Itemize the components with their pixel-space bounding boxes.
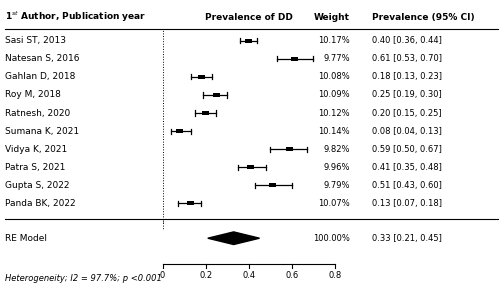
Text: 0.4: 0.4 (242, 271, 256, 280)
FancyBboxPatch shape (248, 165, 254, 169)
Text: 10.17%: 10.17% (318, 36, 350, 45)
FancyBboxPatch shape (187, 201, 194, 205)
Text: Prevalence (95% CI): Prevalence (95% CI) (372, 13, 475, 22)
Text: 9.79%: 9.79% (324, 181, 350, 190)
FancyBboxPatch shape (213, 93, 220, 97)
Text: 0.61 [0.53, 0.70]: 0.61 [0.53, 0.70] (372, 54, 442, 63)
Text: 0.51 [0.43, 0.60]: 0.51 [0.43, 0.60] (372, 181, 442, 190)
Text: Patra S, 2021: Patra S, 2021 (5, 163, 66, 172)
FancyBboxPatch shape (286, 147, 293, 151)
Text: 10.12%: 10.12% (318, 108, 350, 118)
Text: Ratnesh, 2020: Ratnesh, 2020 (5, 108, 70, 118)
Text: Sasi ST, 2013: Sasi ST, 2013 (5, 36, 66, 45)
Text: 0.8: 0.8 (328, 271, 342, 280)
Text: Panda BK, 2022: Panda BK, 2022 (5, 199, 76, 208)
Text: 9.96%: 9.96% (324, 163, 350, 172)
Text: Roy M, 2018: Roy M, 2018 (5, 90, 61, 100)
Text: 0.20 [0.15, 0.25]: 0.20 [0.15, 0.25] (372, 108, 442, 118)
Text: Prevalence of DD: Prevalence of DD (205, 13, 292, 22)
Text: Gahlan D, 2018: Gahlan D, 2018 (5, 72, 76, 82)
Text: 0.6: 0.6 (285, 271, 298, 280)
Text: 0.40 [0.36, 0.44]: 0.40 [0.36, 0.44] (372, 36, 442, 45)
Text: 0.2: 0.2 (199, 271, 212, 280)
Text: 10.08%: 10.08% (318, 72, 350, 82)
Text: 0.25 [0.19, 0.30]: 0.25 [0.19, 0.30] (372, 90, 442, 100)
FancyBboxPatch shape (198, 75, 205, 79)
Text: 9.82%: 9.82% (324, 145, 350, 154)
FancyBboxPatch shape (290, 57, 298, 61)
Text: Heterogeneity; I2 = 97.7%; p <0.001: Heterogeneity; I2 = 97.7%; p <0.001 (5, 274, 162, 283)
Text: Natesan S, 2016: Natesan S, 2016 (5, 54, 80, 63)
Text: Vidya K, 2021: Vidya K, 2021 (5, 145, 67, 154)
Text: Weight: Weight (314, 13, 350, 22)
Text: 0.59 [0.50, 0.67]: 0.59 [0.50, 0.67] (372, 145, 442, 154)
Text: 0: 0 (160, 271, 165, 280)
Text: 0.18 [0.13, 0.23]: 0.18 [0.13, 0.23] (372, 72, 442, 82)
Text: 9.77%: 9.77% (324, 54, 350, 63)
Text: 1$^{st}$ Author, Publication year: 1$^{st}$ Author, Publication year (5, 10, 146, 24)
Text: 10.07%: 10.07% (318, 199, 350, 208)
Text: 100.00%: 100.00% (313, 234, 350, 243)
Text: RE Model: RE Model (5, 234, 47, 243)
FancyBboxPatch shape (202, 111, 209, 115)
Text: 0.41 [0.35, 0.48]: 0.41 [0.35, 0.48] (372, 163, 442, 172)
Text: Gupta S, 2022: Gupta S, 2022 (5, 181, 70, 190)
Text: 0.13 [0.07, 0.18]: 0.13 [0.07, 0.18] (372, 199, 442, 208)
Text: 10.09%: 10.09% (318, 90, 350, 100)
FancyBboxPatch shape (246, 39, 252, 43)
Text: 0.08 [0.04, 0.13]: 0.08 [0.04, 0.13] (372, 127, 442, 136)
Text: 0.33 [0.21, 0.45]: 0.33 [0.21, 0.45] (372, 234, 442, 243)
FancyBboxPatch shape (176, 129, 184, 133)
FancyBboxPatch shape (269, 183, 276, 187)
Polygon shape (208, 232, 260, 245)
Text: 10.14%: 10.14% (318, 127, 350, 136)
Text: Sumana K, 2021: Sumana K, 2021 (5, 127, 79, 136)
